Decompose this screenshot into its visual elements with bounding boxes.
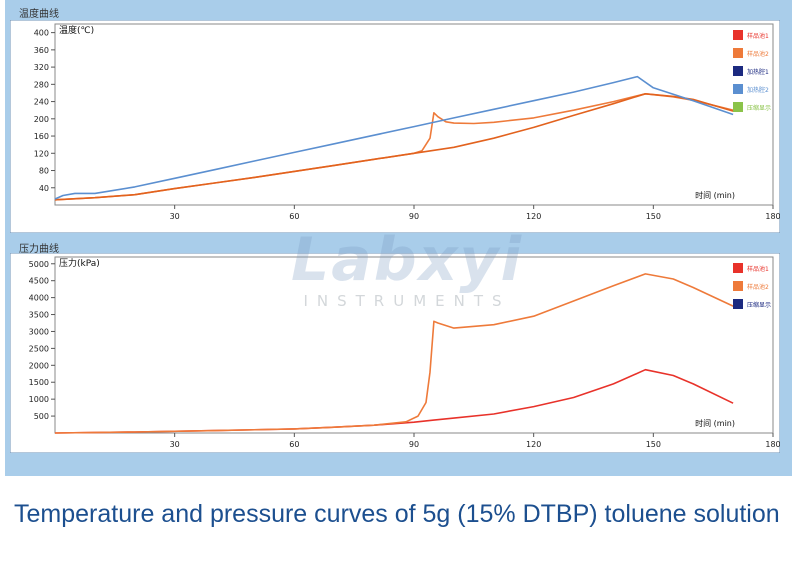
temperature-ytick-label: 280 xyxy=(34,80,49,89)
pressure-ytick-label: 5000 xyxy=(29,260,49,269)
temperature-legend-swatch-0 xyxy=(733,30,743,40)
temperature-plot-area xyxy=(54,23,774,206)
pressure-ytick-label: 3500 xyxy=(29,311,49,320)
pressure-legend-label-1: 样品池2 xyxy=(747,283,769,291)
pressure-ytick-label: 1000 xyxy=(29,395,49,404)
pressure-xtick-label: 120 xyxy=(526,440,541,449)
pressure-ytick-label: 500 xyxy=(34,412,49,421)
pressure-legend-swatch-0 xyxy=(733,263,743,273)
temperature-legend-swatch-2 xyxy=(733,66,743,76)
pressure-ytick-label: 4000 xyxy=(29,294,49,303)
temperature-ytick-label: 320 xyxy=(34,63,49,72)
pressure-ytick-label: 4500 xyxy=(29,277,49,286)
pressure-ytick-label: 2500 xyxy=(29,344,49,353)
temperature-ytick-label: 200 xyxy=(34,115,49,124)
pressure-x-axis-label: 时间 (min) xyxy=(695,418,735,428)
temperature-ytick-label: 360 xyxy=(34,46,49,55)
pressure-xtick-label: 150 xyxy=(646,440,661,449)
pressure-series-line-1 xyxy=(54,273,734,434)
temperature-y-axis-label: 温度(℃) xyxy=(59,24,94,36)
temperature-legend-swatch-4 xyxy=(733,102,743,112)
pressure-xtick-label: 60 xyxy=(289,440,299,449)
temperature-series-line-4 xyxy=(54,75,734,200)
temperature-legend-label-0: 样品池1 xyxy=(747,32,769,40)
pressure-ytick-label: 1500 xyxy=(29,378,49,387)
temperature-legend-label-3: 加热腔2 xyxy=(747,86,769,94)
temperature-xtick-label: 30 xyxy=(170,212,180,221)
temperature-series-line-2 xyxy=(54,93,734,201)
pressure-legend-swatch-2 xyxy=(733,299,743,309)
pressure-legend-label-2: 压缩显示 xyxy=(747,301,771,309)
pressure-plot-area xyxy=(54,256,774,434)
chart-frame: 温度曲线 40 80 120 160 200 240 280 320 360 400 30 60 90 1… xyxy=(5,0,792,476)
pressure-chart: 500 1000 1500 2000 2500 3000 3500 4000 4500 5000 3… xyxy=(10,253,780,453)
temperature-xtick-label: 90 xyxy=(409,212,419,221)
temperature-panel-title: 温度曲线 xyxy=(19,9,59,20)
pressure-panel-title: 压力曲线 xyxy=(19,244,59,255)
pressure-xtick-label: 180 xyxy=(765,440,780,449)
temperature-ytick-label: 40 xyxy=(39,184,49,193)
pressure-xtick-label: 30 xyxy=(170,440,180,449)
temperature-xtick-label: 60 xyxy=(289,212,299,221)
temperature-chart: 40 80 120 160 200 240 280 320 360 400 30 60 90 120 150… xyxy=(10,20,780,233)
temperature-ytick-label: 240 xyxy=(34,98,49,107)
pressure-xtick-label: 90 xyxy=(409,440,419,449)
pressure-ytick-label: 2000 xyxy=(29,361,49,370)
temperature-legend-label-4: 压缩显示 xyxy=(747,104,771,112)
temperature-ytick-label: 160 xyxy=(34,132,49,141)
temperature-xtick-label: 120 xyxy=(526,212,541,221)
pressure-ytick-label: 3000 xyxy=(29,327,49,336)
pressure-y-axis-label: 压力(kPa) xyxy=(59,257,100,269)
temperature-x-axis-label: 时间 (min) xyxy=(695,190,735,200)
temperature-legend-label-1: 样品池2 xyxy=(747,50,769,58)
temperature-xtick-label: 180 xyxy=(765,212,780,221)
pressure-legend-label-0: 样品池1 xyxy=(747,265,769,273)
temperature-ytick-label: 80 xyxy=(39,167,49,176)
figure-caption: Temperature and pressure curves of 5g (1… xyxy=(14,500,780,528)
temperature-ytick-label: 120 xyxy=(34,149,49,158)
temperature-legend-swatch-1 xyxy=(733,48,743,58)
temperature-legend-swatch-3 xyxy=(733,84,743,94)
temperature-legend-label-2: 加热腔1 xyxy=(747,68,769,76)
temperature-ytick-label: 400 xyxy=(34,29,49,38)
temperature-xtick-label: 150 xyxy=(646,212,661,221)
pressure-legend-swatch-1 xyxy=(733,281,743,291)
